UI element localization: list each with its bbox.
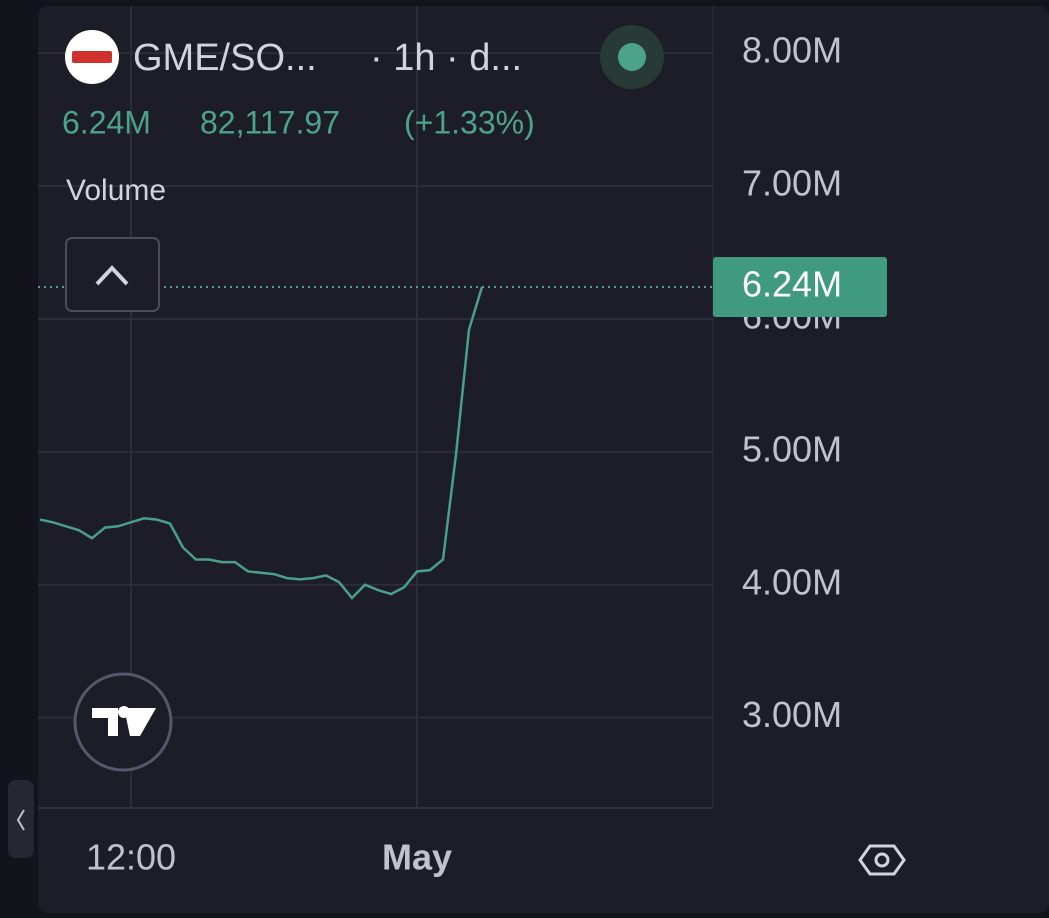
expand-icon	[95, 265, 129, 286]
last-value: 6.24M	[62, 104, 151, 140]
settings-button[interactable]	[858, 844, 906, 876]
settings-icon	[874, 852, 890, 868]
tradingview-dot	[118, 706, 130, 718]
last-price-label: 6.24M	[742, 264, 842, 305]
y-tick-label: 4.00M	[742, 561, 842, 602]
tradingview-mark	[92, 708, 156, 736]
interval: · 1h · d...	[370, 37, 522, 79]
last-price-badge	[713, 257, 887, 318]
y-tick-label: 7.00M	[742, 163, 842, 204]
change: (+1.33%)	[404, 104, 535, 140]
indicator-name: Volume	[66, 174, 166, 207]
tradingview-logo[interactable]	[73, 672, 173, 772]
panel	[38, 6, 1049, 913]
price-line	[39, 286, 484, 600]
x-tick-label: May	[382, 837, 452, 878]
x-tick-label: 12:00	[86, 837, 176, 878]
collapse-tab[interactable]	[8, 780, 34, 858]
y-tick-label: 8.00M	[742, 30, 842, 71]
y-tick-label: 5.00M	[742, 428, 842, 469]
price: 82,117.97	[200, 104, 340, 140]
symbol[interactable]: GME/SO...	[133, 37, 317, 79]
logo-mark	[72, 51, 112, 63]
expand-button[interactable]	[65, 237, 160, 312]
collapse-icon	[16, 809, 25, 831]
status-dot	[618, 43, 646, 71]
y-tick-label: 3.00M	[742, 694, 842, 735]
